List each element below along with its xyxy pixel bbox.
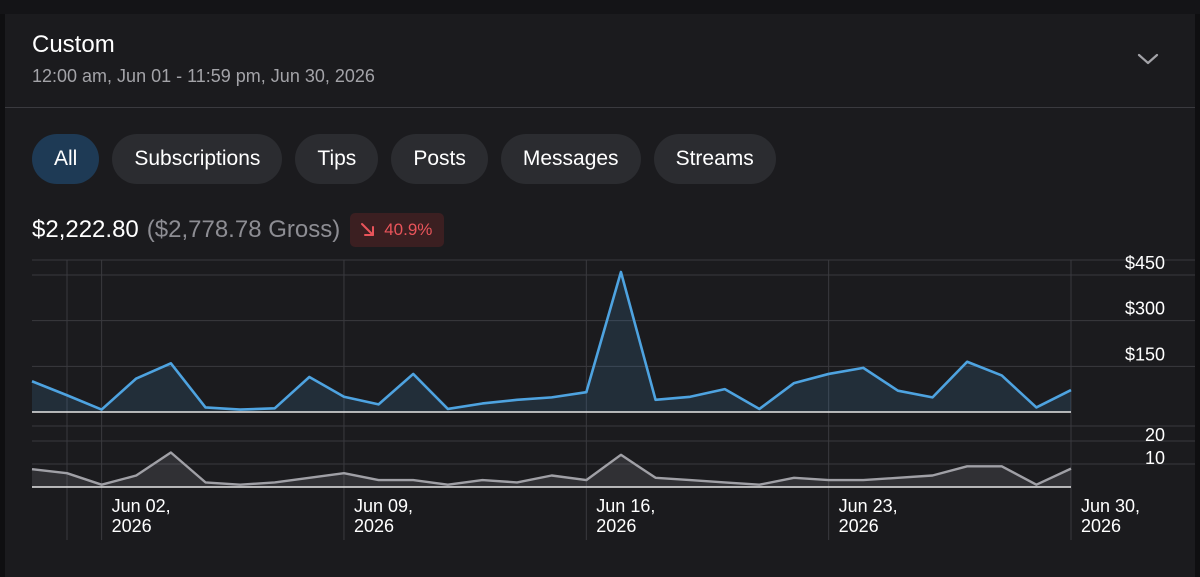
tab-messages[interactable]: Messages	[500, 134, 641, 184]
x-tick-label: Jun 16,	[596, 496, 655, 516]
revenue-line	[31, 270, 1072, 411]
category-tabs: All Subscriptions Tips Posts Messages St…	[32, 134, 776, 184]
change-percent: 40.9%	[384, 220, 433, 239]
range-dates: 12:00 am, Jun 01 - 11:59 pm, Jun 30, 202…	[32, 66, 375, 86]
chevron-down-icon[interactable]	[1137, 48, 1159, 70]
net-total: $2,222.80	[32, 216, 139, 243]
x-tick-label: Jun 02,	[112, 496, 171, 516]
tab-streams[interactable]: Streams	[653, 134, 776, 184]
tab-all[interactable]: All	[32, 134, 100, 184]
x-tick-label: 2026	[839, 516, 879, 536]
x-tick-label: Jun 30,	[1081, 496, 1140, 516]
count-line	[31, 451, 1072, 486]
x-tick-label: 2026	[596, 516, 636, 536]
date-range-selector[interactable]: Custom 12:00 am, Jun 01 - 11:59 pm, Jun …	[5, 14, 1195, 108]
tab-posts[interactable]: Posts	[391, 134, 488, 184]
x-tick-label: Jun 23,	[839, 496, 898, 516]
change-badge: 40.9%	[350, 213, 445, 247]
tab-subscriptions[interactable]: Subscriptions	[112, 134, 283, 184]
y-tick-label: 10	[1145, 448, 1165, 468]
x-tick-label: 2026	[1081, 516, 1121, 536]
y-tick-label: $450	[1125, 253, 1165, 273]
count-area	[32, 452, 1071, 487]
gross-total: ($2,778.78 Gross)	[146, 216, 341, 243]
arrow-down-right-icon	[361, 223, 375, 236]
earnings-panel: Custom 12:00 am, Jun 01 - 11:59 pm, Jun …	[5, 14, 1195, 577]
tab-tips[interactable]: Tips	[295, 134, 379, 184]
x-tick-label: Jun 09,	[354, 496, 413, 516]
y-tick-label: 20	[1145, 425, 1165, 445]
range-title: Custom	[32, 31, 115, 58]
y-tick-label: $150	[1125, 344, 1165, 364]
x-tick-label: 2026	[112, 516, 152, 536]
earnings-summary: $2,222.80 ($2,778.78 Gross) 40.9%	[32, 213, 445, 247]
y-tick-label: $300	[1125, 299, 1165, 319]
revenue-area	[32, 271, 1071, 412]
x-tick-label: 2026	[354, 516, 394, 536]
top-strip	[0, 0, 1200, 14]
